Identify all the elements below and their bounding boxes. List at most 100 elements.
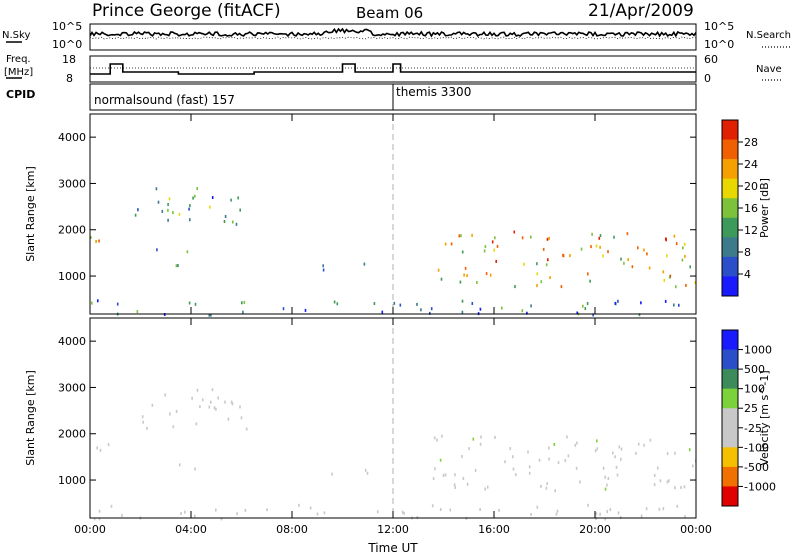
heatmap-cell	[237, 196, 239, 200]
heatmap-cell	[521, 309, 524, 313]
heatmap-cell	[444, 473, 447, 477]
colorbar-tick-label: 28	[744, 136, 758, 149]
heatmap-cell	[615, 465, 618, 469]
heatmap-cell	[429, 311, 431, 315]
heatmap-cell	[136, 310, 139, 314]
velocity-heatmap	[93, 388, 697, 521]
heatmap-cell	[579, 480, 581, 484]
heatmap-cell	[156, 248, 158, 252]
nsky-label: N.Sky	[2, 30, 30, 41]
heatmap-cell	[536, 272, 539, 276]
colorbar-segment	[722, 276, 738, 297]
heatmap-cell	[97, 299, 99, 303]
heatmap-cell	[116, 302, 119, 306]
heatmap-cell	[591, 232, 593, 236]
heatmap-cell	[464, 266, 467, 270]
heatmap-cell	[560, 285, 563, 289]
heatmap-cell	[441, 434, 443, 438]
heatmap-cell	[245, 427, 248, 431]
heatmap-cell	[479, 508, 481, 511]
heatmap-cell	[462, 477, 465, 480]
heatmap-cell	[196, 388, 199, 392]
heatmap-cell	[167, 208, 169, 212]
heatmap-cell	[584, 307, 587, 311]
cpid-mode-1: normalsound (fast) 157	[94, 93, 235, 107]
y-tick-label: 3000	[58, 381, 86, 394]
heatmap-cell	[657, 466, 659, 470]
heatmap-cell	[175, 410, 178, 413]
heatmap-cell	[210, 313, 212, 317]
heatmap-cell	[548, 236, 550, 240]
heatmap-cell	[211, 196, 214, 199]
colorbar-tick-label: 20	[744, 180, 758, 193]
heatmap-cell	[420, 308, 422, 312]
heatmap-cell	[637, 442, 640, 446]
heatmap-cell	[674, 451, 676, 455]
y-tick-label: 1000	[58, 474, 86, 487]
y-tick-label: 4000	[58, 335, 86, 348]
heatmap-cell	[664, 299, 667, 303]
heatmap-cell	[217, 396, 219, 400]
heatmap-cell	[227, 417, 230, 421]
heatmap-cell	[545, 486, 548, 490]
heatmap-cell	[189, 218, 191, 222]
heatmap-cell	[614, 301, 617, 305]
heatmap-cell	[596, 447, 599, 451]
heatmap-cell	[528, 465, 531, 469]
heatmap-cell	[188, 207, 190, 211]
y-tick-label: 2000	[58, 224, 86, 237]
nsearch-tick-top: 10^5	[704, 20, 734, 33]
heatmap-cell	[161, 209, 164, 213]
heatmap-cell	[213, 406, 216, 410]
heatmap-cell	[208, 313, 211, 317]
colorbar-segment	[722, 369, 738, 390]
heatmap-cell	[491, 240, 494, 244]
heatmap-cell	[616, 473, 619, 477]
power-x-axis-ticks	[89, 114, 697, 314]
heatmap-cell	[458, 234, 461, 238]
heatmap-cell	[681, 258, 684, 262]
heatmap-cell	[450, 242, 453, 246]
heatmap-cell	[542, 247, 545, 251]
heatmap-cell	[607, 250, 609, 254]
heatmap-cell	[194, 302, 197, 306]
heatmap-cell	[199, 405, 201, 409]
heatmap-cell	[304, 308, 307, 312]
heatmap-cell	[484, 487, 486, 491]
heatmap-cell	[239, 405, 241, 409]
colorbar-segment	[722, 447, 738, 468]
heatmap-cell	[195, 422, 198, 426]
heatmap-cell	[545, 263, 548, 267]
heatmap-cell	[592, 313, 594, 317]
heatmap-cell	[241, 301, 243, 305]
cpid-mode-2: themis 3300	[396, 85, 471, 99]
heatmap-cell	[399, 303, 402, 307]
heatmap-cell	[590, 245, 592, 249]
heatmap-cell	[215, 407, 217, 411]
colorbar-segment	[722, 198, 738, 219]
heatmap-cell	[527, 450, 529, 454]
heatmap-cell	[668, 479, 670, 483]
velocity-x-axis: 00:00 04:00 08:00 12:00 16:00 20:00 00:00	[74, 318, 712, 536]
heatmap-cell	[215, 508, 217, 512]
heatmap-cell	[235, 222, 238, 226]
heatmap-cell	[479, 442, 482, 446]
heatmap-cell	[574, 443, 577, 447]
heatmap-cell	[599, 234, 602, 238]
power-colorbar-ticks: 28 24 20 16 12 8 4	[738, 136, 758, 281]
heatmap-cell	[242, 310, 244, 314]
colorbar-tick-label: 100	[744, 383, 765, 396]
heatmap-cell	[620, 457, 622, 461]
y-tick-label: 3000	[58, 177, 86, 190]
heatmap-cell	[658, 507, 661, 511]
heatmap-cell	[137, 208, 139, 212]
heatmap-cell	[121, 514, 123, 517]
heatmap-cell	[172, 211, 174, 215]
colorbar-segment	[722, 139, 738, 160]
y-tick-label: 2000	[58, 428, 86, 441]
heatmap-cell	[192, 196, 194, 200]
heatmap-cell	[512, 467, 515, 471]
heatmap-cell	[96, 446, 98, 450]
heatmap-cell	[440, 277, 443, 281]
